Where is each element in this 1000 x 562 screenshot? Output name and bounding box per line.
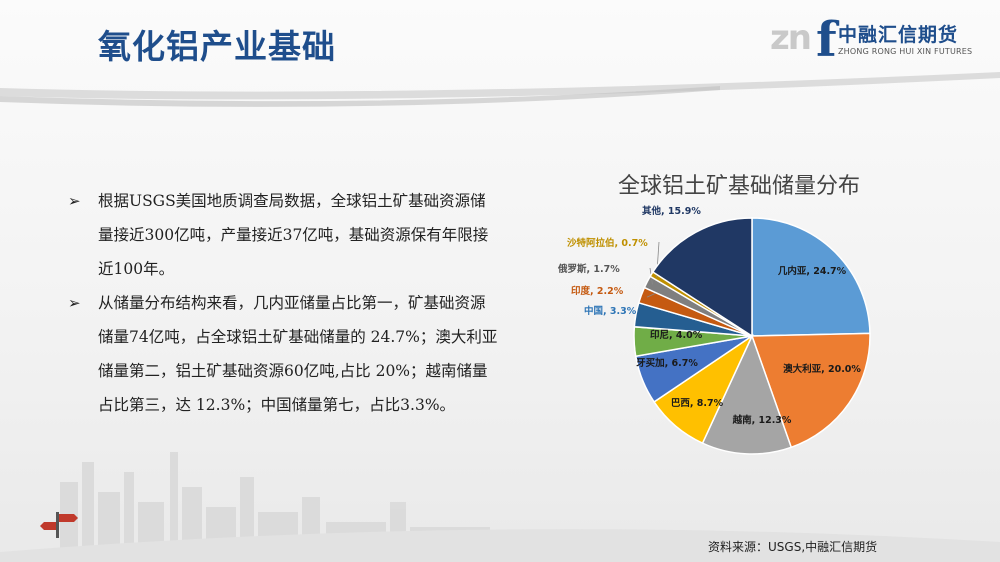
page-title: 氧化铝产业基础 [98,27,336,66]
header-swoosh [0,72,1000,107]
data-label: 印尼, 4.0% [650,329,703,341]
pie-slice-10 [651,217,753,338]
bullet-item: ➢ 从储量分布结构来看，几内亚储量占比第一，矿基础资源储量74亿吨，占全球铝土矿… [68,286,498,422]
signpost-icon [40,512,78,538]
chart-title: 全球铝土矿基础储量分布 [618,174,861,199]
bullet-text: 根据USGS美国地质调查局数据，全球铝土矿基础资源储量接近300亿吨，产量接近3… [98,192,489,278]
data-label: 中国, 3.3% [584,305,637,317]
data-label: 其他, 15.9% [642,205,701,217]
data-label: 越南, 12.3% [732,414,792,426]
data-label: 沙特阿拉伯, 0.7% [567,237,648,249]
arrow-bullet-icon: ➢ [68,192,81,210]
bullet-text: 从储量分布结构来看，几内亚储量占比第一，矿基础资源储量74亿吨，占全球铝土矿基础… [98,294,498,414]
data-label: 澳大利亚, 20.0% [783,363,861,375]
logo-mark-zn: zn [770,18,812,58]
skyline-decoration [0,452,1000,562]
bullet-list: ➢ 根据USGS美国地质调查局数据，全球铝土矿基础资源储量接近300亿吨，产量接… [68,184,498,422]
data-label: 俄罗斯, 1.7% [557,263,620,275]
logo-name-cn: 中融汇信期货 [838,24,959,46]
pie-slice-2 [701,334,793,455]
logo-mark-f: f [816,12,837,68]
arrow-bullet-icon: ➢ [68,294,81,312]
bullet-item: ➢ 根据USGS美国地质调查局数据，全球铝土矿基础资源储量接近300亿吨，产量接… [68,184,498,286]
pie-chart: 几内亚, 24.7% 澳大利亚, 20.0% 越南, 12.3% 巴西, 8.7% 牙买… [557,205,871,455]
data-label: 印度, 2.2% [571,285,624,297]
data-label: 几内亚, 24.7% [778,265,847,277]
company-logo: zn f 中融汇信期货 ZHONG RONG HUI XIN FUTURES [770,12,980,68]
data-label: 牙买加, 6.7% [636,357,698,369]
data-label: 巴西, 8.7% [671,398,724,409]
pie-slice-0 [751,217,871,337]
logo-name-en: ZHONG RONG HUI XIN FUTURES [838,47,973,56]
source-note: 资料来源：USGS,中融汇信期货 [708,540,878,554]
